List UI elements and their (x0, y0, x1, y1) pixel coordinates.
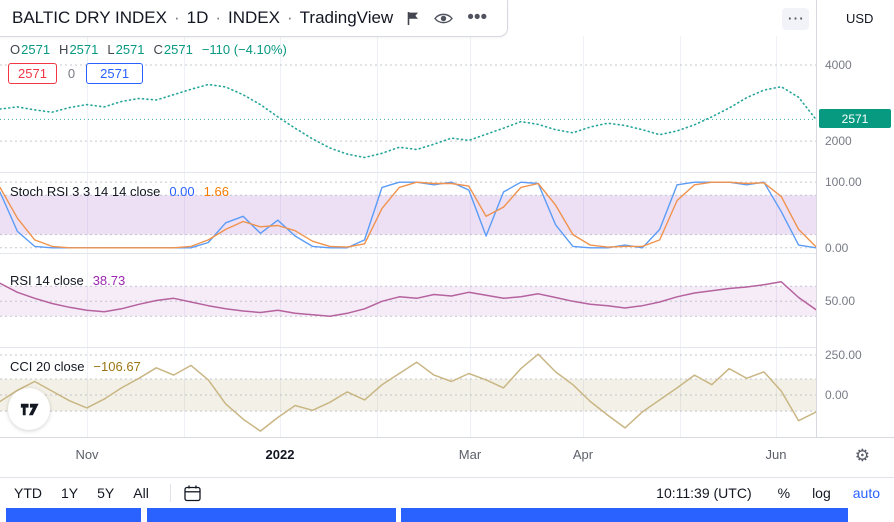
strip-notch (141, 508, 147, 522)
go-to-date-button[interactable] (183, 484, 202, 503)
currency-label[interactable]: USD (846, 11, 874, 26)
rsi-panel[interactable] (0, 254, 816, 347)
indicator-value: 0.00 (169, 184, 195, 199)
flag-icon (407, 11, 419, 25)
indicator-legend-stoch-rsi[interactable]: Stoch RSI 3 3 14 14 close 0.00 1.66 (10, 184, 229, 199)
indicator-value: −106.67 (93, 359, 141, 374)
axis-tick-label: 2000 (825, 134, 852, 149)
indicator-label: CCI 20 close (10, 359, 85, 374)
axis-tick-label: 4000 (825, 57, 852, 72)
flag-button[interactable] (407, 11, 420, 26)
indicator-legend-cci[interactable]: CCI 20 close −106.67 (10, 359, 141, 374)
symbol-name: BALTIC DRY INDEX (12, 8, 167, 27)
vertical-gridline (680, 36, 681, 437)
axis-tick-label: 100.00 (825, 175, 862, 190)
indicator-legend-rsi[interactable]: RSI 14 close 38.73 (10, 273, 125, 288)
title-separator: · (215, 8, 222, 27)
vertical-gridline (184, 36, 185, 437)
range-button-all[interactable]: All (133, 485, 149, 501)
stoch-rsi-panel[interactable] (0, 173, 816, 253)
time-axis-label: Jun (765, 447, 787, 462)
change-value: −110 (−4.10%) (201, 42, 287, 57)
interval-label: 1D (186, 8, 209, 27)
strip-notch (396, 508, 401, 522)
range-button-1y[interactable]: 1Y (61, 485, 79, 501)
sell-price-box[interactable]: 2571 (8, 63, 57, 84)
bottom-strip (0, 508, 894, 522)
tradingview-logo[interactable] (8, 388, 50, 430)
vertical-gridline (280, 36, 281, 437)
vertical-gridline (470, 36, 471, 437)
more-options-button[interactable]: ⋯ (782, 8, 809, 30)
exchange-label: INDEX (228, 8, 280, 27)
strip-notch (0, 508, 6, 522)
percent-scale-button[interactable]: % (777, 485, 791, 501)
panel-divider (0, 253, 894, 254)
strip-notch (848, 508, 894, 522)
gear-icon: ⚙ (854, 446, 870, 465)
ohlc-close: C2571 (153, 42, 193, 57)
log-scale-button[interactable]: log (812, 485, 831, 501)
symbol-title[interactable]: BALTIC DRY INDEX · 1D · INDEX · TradingV… (12, 8, 393, 28)
ohlc-low: L2571 (107, 42, 145, 57)
axis-tick-label: 0.00 (825, 388, 849, 403)
eye-icon (434, 13, 454, 23)
stoch-rsi-svg (0, 181, 816, 249)
cci-panel[interactable] (0, 348, 816, 437)
tradingview-logo-icon (20, 403, 39, 415)
chart-settings-button[interactable]: ⚙ (855, 446, 870, 466)
rsi-svg (0, 281, 816, 317)
vertical-gridline (377, 36, 378, 437)
cci-svg (0, 353, 816, 432)
bid-ask-row: 2571 0 2571 (8, 63, 144, 84)
panel-divider (0, 347, 894, 348)
range-button-ytd[interactable]: YTD (14, 485, 42, 501)
last-price-tag: 2571 (819, 109, 891, 129)
vertical-gridline (87, 36, 88, 437)
ohlc-high: H2571 (59, 42, 99, 57)
time-axis-label: Apr (572, 447, 594, 462)
range-button-5y[interactable]: 5Y (97, 485, 115, 501)
vertical-gridline (776, 36, 777, 437)
grid-layer (0, 36, 816, 437)
legend-more-button[interactable]: ••• (467, 7, 488, 28)
axis-tick-label: 50.00 (825, 294, 856, 309)
legend-controls: ••• (407, 7, 488, 28)
time-axis[interactable]: ⚙ Nov 2022 Mar Apr Jun (0, 437, 894, 477)
calendar-icon (184, 485, 201, 501)
panel-divider (0, 172, 894, 173)
price-axis[interactable]: USD 4000 2000 2571 100.00 0.00 50.00 250.00 0.0… (816, 0, 894, 437)
axis-tick-label: 250.00 (825, 348, 862, 363)
bottom-toolbar: YTD 1Y 5Y All 10:11:39 (UTC) % log auto (0, 477, 894, 508)
time-axis-label: Nov (75, 447, 99, 462)
time-display[interactable]: 10:11:39 (UTC) (656, 485, 752, 501)
indicator-value: 1.66 (203, 184, 229, 199)
hide-button[interactable] (434, 12, 454, 25)
symbol-legend: BALTIC DRY INDEX · 1D · INDEX · TradingV… (0, 0, 508, 37)
title-separator: · (173, 8, 180, 27)
time-axis-label: 2022 (265, 447, 295, 462)
toolbar-divider (169, 484, 171, 502)
indicator-label: Stoch RSI 3 3 14 14 close (10, 184, 161, 199)
axis-tick-label: 0.00 (825, 240, 849, 255)
indicator-value: 38.73 (92, 273, 126, 288)
ohlc-open: O2571 (10, 42, 51, 57)
brand-label: TradingView (299, 8, 394, 27)
vertical-gridline (583, 36, 584, 437)
indicator-label: RSI 14 close (10, 273, 84, 288)
time-axis-label: Mar (458, 447, 482, 462)
spread-value: 0 (67, 66, 76, 81)
buy-price-box[interactable]: 2571 (86, 63, 144, 84)
ohlc-legend: O2571 H2571 L2571 C2571 −110 (−4.10%) (10, 42, 287, 57)
title-separator: · (286, 8, 293, 27)
auto-scale-button[interactable]: auto (852, 485, 880, 501)
